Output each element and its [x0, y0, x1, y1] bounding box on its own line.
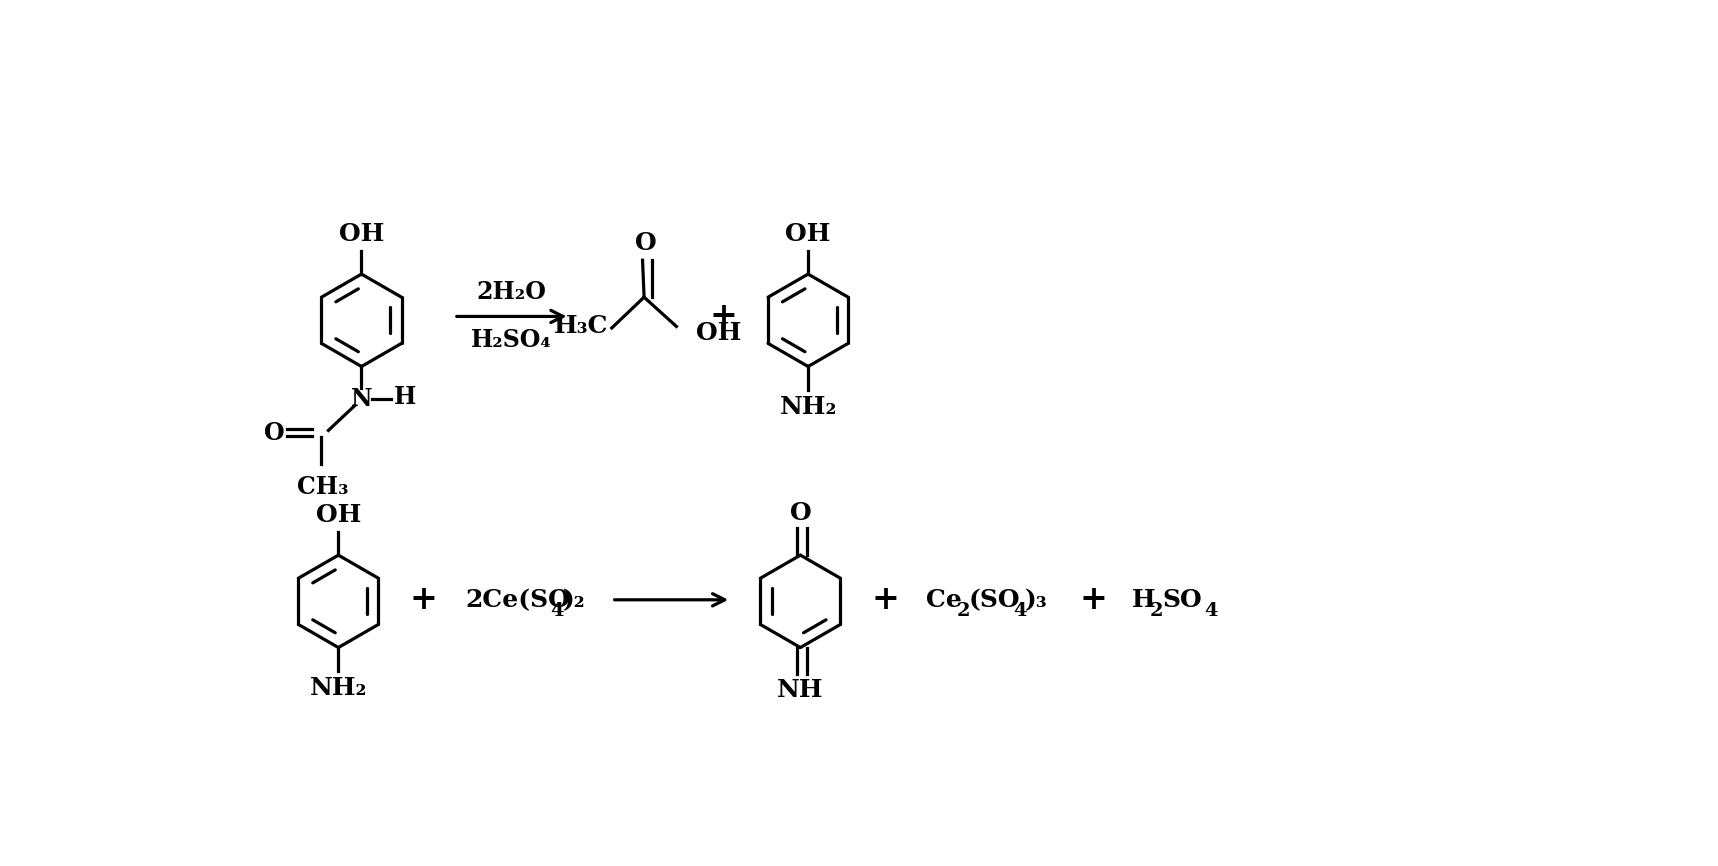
Text: 4: 4 — [1204, 602, 1218, 619]
Text: SO: SO — [1163, 588, 1203, 611]
Text: O: O — [265, 421, 285, 445]
Text: OH: OH — [785, 222, 832, 246]
Text: 2H₂O: 2H₂O — [476, 280, 546, 304]
Text: N: N — [350, 387, 373, 410]
Text: OH: OH — [338, 222, 385, 246]
Text: H₃C: H₃C — [553, 314, 608, 339]
Text: O: O — [790, 501, 811, 525]
Text: NH₂: NH₂ — [309, 675, 368, 700]
Text: 2: 2 — [1149, 602, 1163, 619]
Text: OH: OH — [316, 503, 361, 527]
Text: OH: OH — [696, 320, 742, 345]
Text: NH₂: NH₂ — [780, 395, 837, 418]
Text: 2: 2 — [957, 602, 971, 619]
Text: )₂: )₂ — [564, 588, 586, 611]
Text: NH: NH — [777, 678, 823, 701]
Text: 4: 4 — [550, 602, 564, 619]
Text: (SO: (SO — [969, 588, 1020, 611]
Text: 4: 4 — [1014, 602, 1026, 619]
Text: +: + — [409, 584, 436, 617]
Text: CH₃: CH₃ — [297, 475, 349, 499]
Text: 2Ce(SO: 2Ce(SO — [466, 588, 570, 611]
Text: +: + — [1079, 584, 1106, 617]
Text: Ce: Ce — [926, 588, 962, 611]
Text: +: + — [710, 300, 737, 333]
Text: O: O — [634, 231, 656, 255]
Text: )₃: )₃ — [1024, 588, 1048, 611]
Text: H₂SO₄: H₂SO₄ — [471, 327, 551, 352]
Text: +: + — [871, 584, 899, 617]
Text: H: H — [393, 385, 416, 409]
Text: H: H — [1132, 588, 1154, 611]
